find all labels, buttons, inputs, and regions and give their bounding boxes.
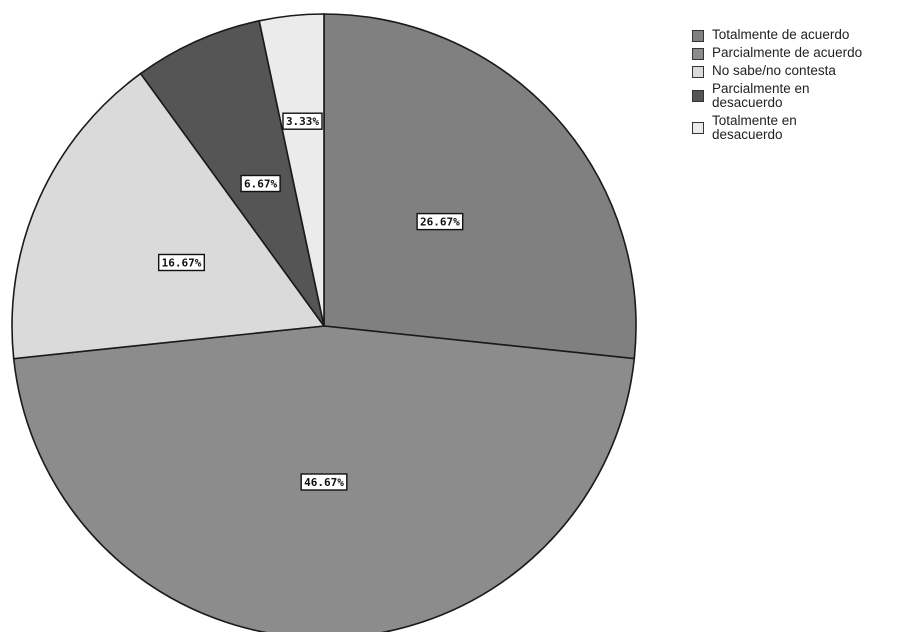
legend-item-3: No sabe/no contesta [692, 64, 902, 78]
legend: Totalmente de acuerdo Parcialmente de acu… [692, 28, 902, 146]
slice-data-label-3: 16.67% [157, 253, 205, 272]
svg-text:3.33%: 3.33% [286, 115, 319, 128]
slice-data-label-5: 3.33% [282, 112, 323, 130]
slice-data-label-2: 46.67% [300, 473, 348, 491]
pie-chart: 26.67% 46.67% 16.67% 6.67% 3.33% [11, 13, 637, 632]
svg-text:6.67%: 6.67% [244, 178, 277, 191]
legend-item-4: Parcialmente en desacuerdo [692, 82, 902, 110]
legend-swatch [692, 66, 704, 78]
legend-item-5: Totalmente en desacuerdo [692, 114, 902, 142]
legend-swatch [692, 48, 704, 60]
svg-text:46.67%: 46.67% [304, 476, 344, 489]
legend-label-line: desacuerdo [712, 95, 783, 110]
legend-item-2: Parcialmente de acuerdo [692, 46, 902, 60]
legend-label-line: desacuerdo [712, 127, 783, 142]
legend-swatch [692, 30, 704, 42]
pie-slice-5 [258, 13, 325, 327]
legend-item-1: Totalmente de acuerdo [692, 28, 902, 42]
legend-label-line: Parcialmente de acuerdo [712, 45, 863, 60]
legend-label-line: Totalmente en [712, 113, 797, 128]
pie-slice-3 [11, 72, 326, 360]
legend-label-line: No sabe/no contesta [712, 63, 836, 78]
svg-text:16.67%: 16.67% [162, 257, 202, 270]
legend-label-line: Totalmente de acuerdo [712, 27, 850, 42]
slice-data-label-4: 6.67% [240, 174, 281, 193]
legend-label-line: Parcialmente en [712, 81, 810, 96]
legend-swatch [692, 122, 704, 134]
pie-slice-1 [323, 13, 637, 360]
legend-swatch [692, 90, 704, 102]
svg-text:26.67%: 26.67% [420, 216, 460, 229]
pie-slice-4 [139, 19, 325, 327]
slice-data-label-1: 26.67% [416, 212, 464, 231]
